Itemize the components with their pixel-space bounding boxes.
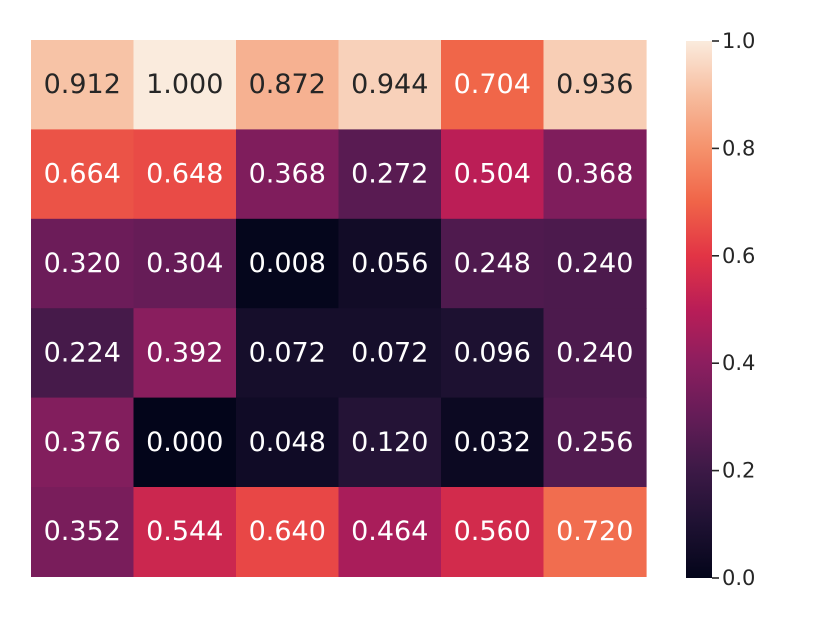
heatmap-cell-r1-c0 (31, 129, 135, 220)
heatmap-cell-label-r1-c3: 0.272 (351, 159, 428, 190)
heatmap-cell-r1-c5 (543, 129, 647, 220)
heatmap-cell-label-r2-c5: 0.240 (556, 248, 633, 279)
heatmap-cell-r2-c3 (338, 218, 442, 309)
heatmap-cells (31, 40, 647, 577)
heatmap-cell-label-r3-c1: 0.392 (146, 337, 223, 368)
colorbar-tick-label: 0.6 (722, 244, 755, 268)
heatmap-cell-r2-c2 (236, 218, 340, 309)
heatmap-cell-label-r4-c3: 0.120 (351, 427, 428, 458)
heatmap-cell-r0-c5 (543, 40, 647, 130)
colorbar (686, 41, 712, 578)
heatmap-cell-r1-c2 (236, 129, 340, 220)
heatmap-cell-r4-c2 (236, 397, 340, 488)
heatmap-cell-label-r5-c0: 0.352 (44, 516, 121, 547)
heatmap-cell-label-r2-c2: 0.008 (249, 248, 326, 279)
heatmap-cell-r1-c1 (133, 129, 237, 220)
colorbar-tick-label: 0.2 (722, 459, 755, 483)
heatmap-cell-label-r4-c1: 0.000 (146, 427, 223, 458)
heatmap-cell-r0-c4 (441, 40, 545, 130)
colorbar-ticks: 0.0 0.2 0.4 0.6 0.8 1.0 (712, 29, 755, 590)
heatmap-cell-r3-c3 (338, 308, 442, 399)
heatmap-cell-label-r0-c4: 0.704 (454, 69, 531, 100)
heatmap-cell-r5-c3 (338, 487, 442, 577)
heatmap-cell-label-r5-c1: 0.544 (146, 516, 223, 547)
heatmap-cell-r5-c0 (31, 487, 135, 577)
heatmap-cell-r2-c5 (543, 218, 647, 309)
heatmap-cell-r5-c4 (441, 487, 545, 577)
heatmap-cell-r5-c2 (236, 487, 340, 577)
heatmap-cell-r0-c3 (338, 40, 442, 130)
heatmap-cell-label-r4-c4: 0.032 (454, 427, 531, 458)
heatmap-cell-r3-c0 (31, 308, 135, 399)
heatmap-cell-label-r3-c0: 0.224 (44, 337, 121, 368)
heatmap-cell-label-r3-c2: 0.072 (249, 337, 326, 368)
heatmap-cell-r4-c5 (543, 397, 647, 488)
heatmap-cell-r0-c2 (236, 40, 340, 130)
heatmap-cell-r5-c5 (543, 487, 647, 577)
heatmap-cell-r4-c0 (31, 397, 135, 488)
heatmap-cell-label-r2-c3: 0.056 (351, 248, 428, 279)
colorbar-tick-label: 0.0 (722, 566, 755, 590)
heatmap-cell-r4-c4 (441, 397, 545, 488)
heatmap-cell-label-r5-c5: 0.720 (556, 516, 633, 547)
heatmap-cell-r2-c4 (441, 218, 545, 309)
heatmap-cell-label-r2-c1: 0.304 (146, 248, 223, 279)
heatmap-cell-label-r1-c0: 0.664 (44, 159, 121, 190)
heatmap-cell-label-r3-c5: 0.240 (556, 337, 633, 368)
heatmap-cell-label-r2-c0: 0.320 (44, 248, 121, 279)
heatmap-cell-r2-c1 (133, 218, 237, 309)
colorbar-tick-label: 1.0 (722, 29, 755, 53)
heatmap-cell-label-r3-c3: 0.072 (351, 337, 428, 368)
heatmap-cell-label-r0-c3: 0.944 (351, 69, 428, 100)
heatmap-cell-r5-c1 (133, 487, 237, 577)
heatmap-cell-r2-c0 (31, 218, 135, 309)
heatmap-cell-label-r1-c1: 0.648 (146, 159, 223, 190)
heatmap-cell-r1-c3 (338, 129, 442, 220)
heatmap-cell-label-r4-c0: 0.376 (44, 427, 121, 458)
heatmap-cell-label-r2-c4: 0.248 (454, 248, 531, 279)
heatmap-cell-label-r0-c2: 0.872 (249, 69, 326, 100)
colorbar-tick-label: 0.4 (722, 351, 755, 375)
heatmap-cell-r3-c4 (441, 308, 545, 399)
heatmap-cell-label-r0-c5: 0.936 (556, 69, 633, 100)
heatmap-cell-label-r4-c5: 0.256 (556, 427, 633, 458)
heatmap-cell-label-r4-c2: 0.048 (249, 427, 326, 458)
heatmap-cell-r0-c0 (31, 40, 135, 130)
heatmap-cell-label-r1-c5: 0.368 (556, 159, 633, 190)
heatmap-cell-label-r5-c4: 0.560 (454, 516, 531, 547)
heatmap-cell-r3-c1 (133, 308, 237, 399)
heatmap-cell-r0-c1 (133, 40, 237, 130)
heatmap-cell-r4-c3 (338, 397, 442, 488)
heatmap-cell-label-r0-c1: 1.000 (146, 69, 223, 100)
heatmap-cell-label-r1-c2: 0.368 (249, 159, 326, 190)
heatmap-cell-label-r1-c4: 0.504 (454, 159, 531, 190)
heatmap-annotations: 0.912 1.000 0.872 0.944 0.704 0.936 0.664 0.648… (44, 69, 634, 547)
heatmap-cell-label-r5-c3: 0.464 (351, 516, 428, 547)
heatmap-cell-r4-c1 (133, 397, 237, 488)
heatmap-cell-r1-c4 (441, 129, 545, 220)
heatmap-cell-label-r0-c0: 0.912 (44, 69, 121, 100)
heatmap-cell-r3-c5 (543, 308, 647, 399)
heatmap-cell-label-r3-c4: 0.096 (454, 337, 531, 368)
heatmap-cell-r3-c2 (236, 308, 340, 399)
colorbar-tick-label: 0.8 (722, 136, 755, 160)
heatmap-cell-label-r5-c2: 0.640 (249, 516, 326, 547)
